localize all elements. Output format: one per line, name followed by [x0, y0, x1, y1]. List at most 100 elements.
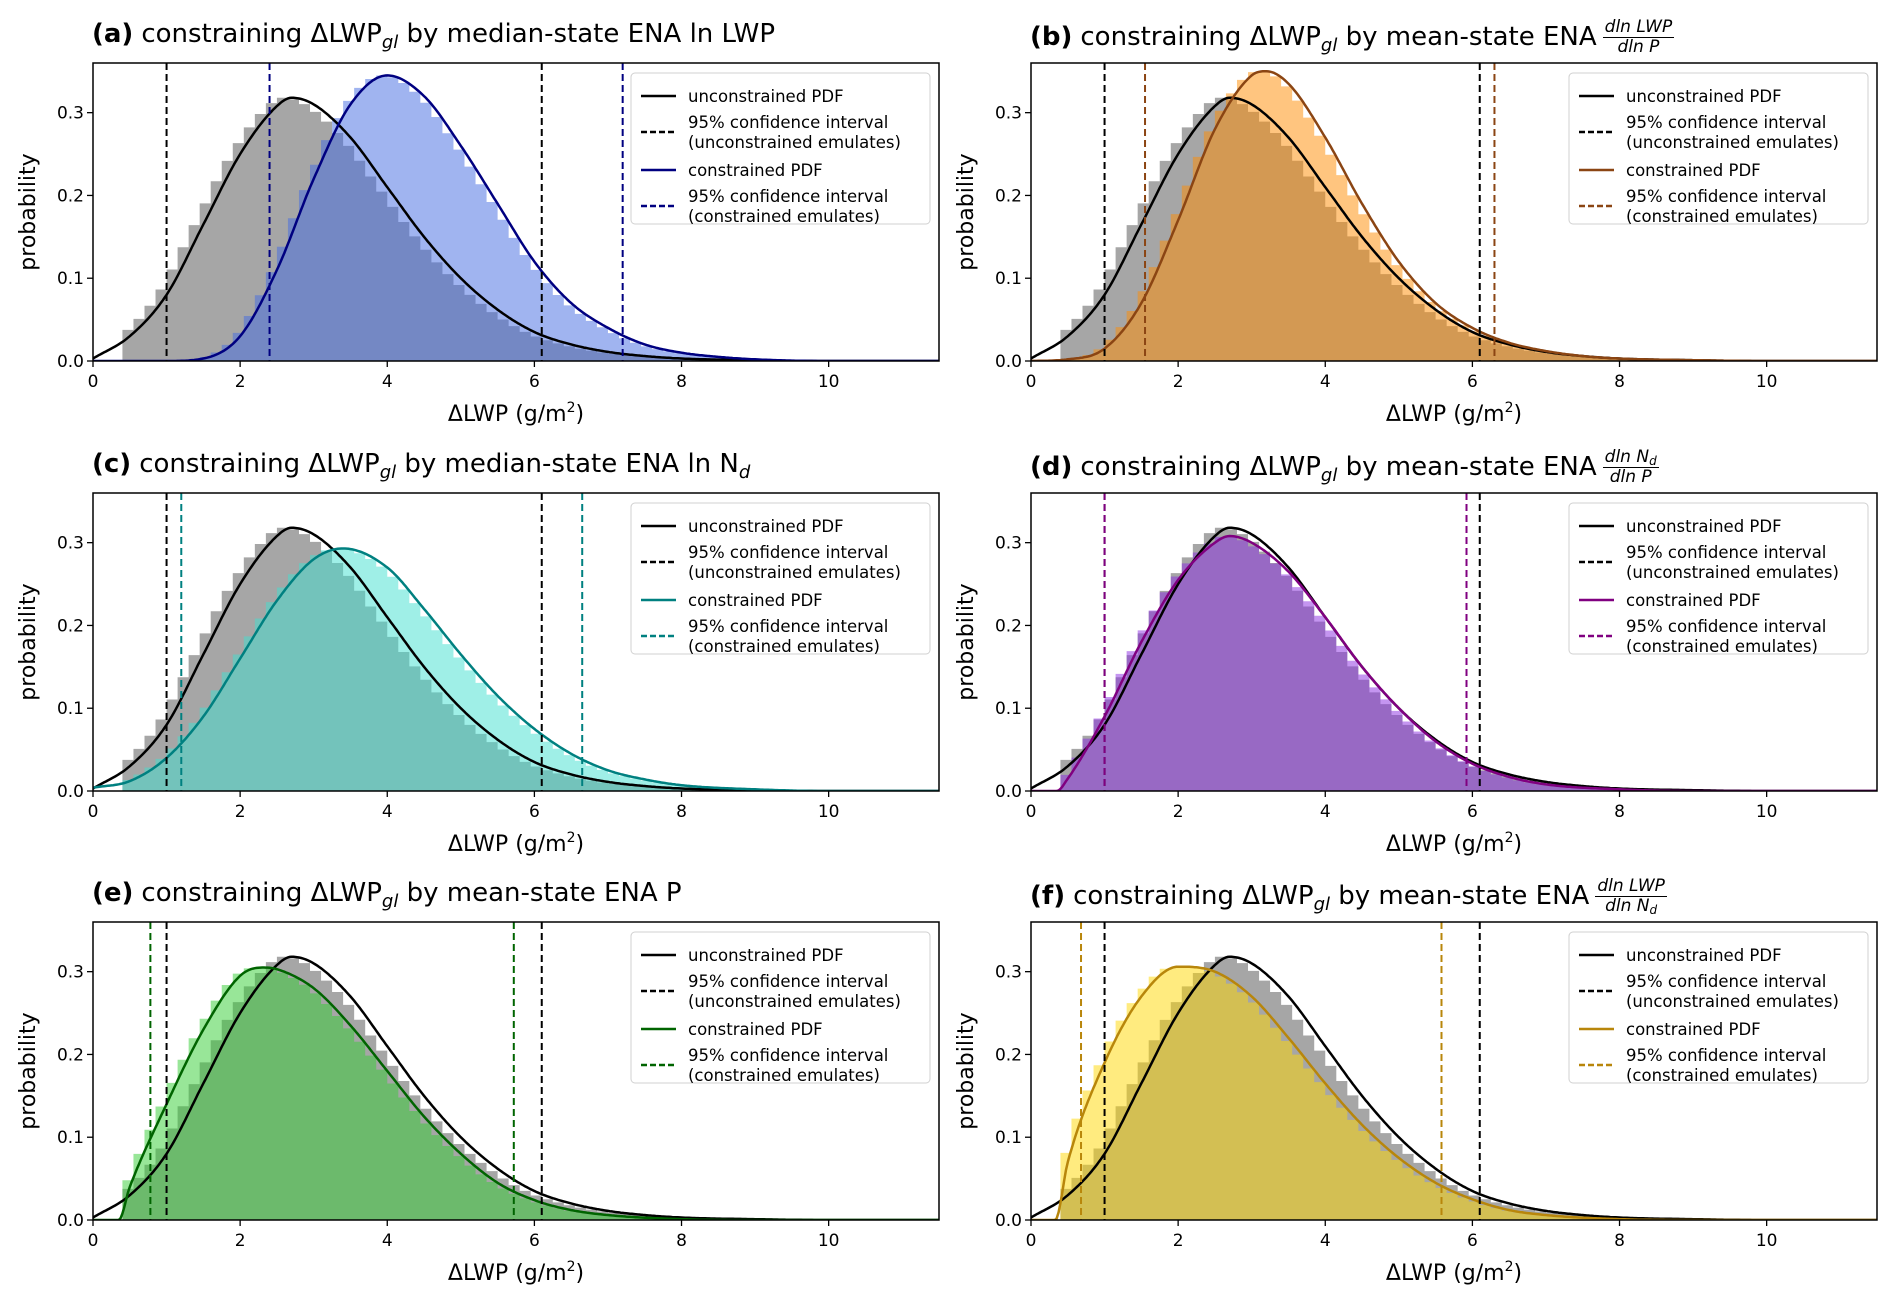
legend-constrained-pdf: constrained PDF [1579, 161, 1761, 180]
y-tick-label: 0.3 [995, 534, 1022, 554]
legend-constrained-ci: 95% confidence interval(constrained emul… [641, 617, 888, 656]
constrained-histogram [122, 967, 939, 1220]
legend-unconstrained-ci: 95% confidence interval(unconstrained em… [641, 543, 901, 582]
x-axis-label-text: ΔLWP (g/m [1386, 832, 1505, 857]
x-axis-label-text: ΔLWP (g/m [1386, 1261, 1505, 1286]
x-tick-label: 10 [818, 1231, 840, 1251]
constrained-pdf-line [1031, 534, 1877, 791]
legend-label: 95% confidence interval [688, 972, 888, 991]
x-axis-label-sup: 2 [567, 400, 576, 416]
y-axis-label: probability [954, 1012, 979, 1129]
legend-label: (constrained emulates) [1626, 637, 1818, 656]
x-tick-label: 2 [1173, 372, 1184, 392]
legend-label: unconstrained PDF [688, 946, 844, 965]
y-tick-label: 0.0 [57, 782, 84, 802]
y-axis-label: probability [954, 153, 979, 270]
legend-unconstrained-pdf: unconstrained PDF [641, 87, 844, 106]
title-subscript: gl [1320, 465, 1338, 486]
x-axis-label: ΔLWP (g/m2) [448, 1259, 584, 1286]
legend-unconstrained-ci: 95% confidence interval(unconstrained em… [1579, 113, 1839, 152]
legend-label: (constrained emulates) [688, 1066, 880, 1085]
x-tick-label: 0 [88, 372, 99, 392]
constrained-histogram [1060, 536, 1877, 791]
panel-label: (d) [1030, 452, 1073, 482]
numerator-subscript: d [1649, 454, 1657, 468]
title-subscript: gl [381, 32, 399, 53]
x-axis-label-end: ) [576, 402, 585, 427]
x-tick-label: 10 [1756, 1231, 1778, 1251]
y-tick-label: 0.1 [995, 1128, 1022, 1148]
legend: unconstrained PDF 95% confidence interval… [630, 931, 931, 1085]
numerator-text: dln N [1604, 447, 1650, 467]
legend-box [1568, 72, 1869, 225]
legend-label: (unconstrained emulates) [1626, 992, 1839, 1011]
x-axis-label-sup: 2 [567, 830, 576, 846]
fraction-numerator: dln LWP [1602, 19, 1675, 38]
legend-box [630, 502, 931, 655]
legend-unconstrained-ci: 95% confidence interval(unconstrained em… [1579, 972, 1839, 1011]
title-subscript: gl [381, 891, 399, 912]
x-axis-label: ΔLWP (g/m2) [448, 400, 584, 427]
x-axis-label: ΔLWP (g/m2) [1386, 830, 1522, 857]
y-tick-label: 0.2 [995, 616, 1022, 636]
legend-unconstrained-ci: 95% confidence interval(unconstrained em… [1579, 543, 1839, 582]
legend-unconstrained-pdf: unconstrained PDF [1579, 946, 1782, 965]
x-tick-label: 4 [382, 1231, 393, 1251]
legend-constrained-pdf: constrained PDF [641, 591, 823, 610]
legend-unconstrained-pdf: unconstrained PDF [641, 517, 844, 536]
legend-unconstrained-pdf: unconstrained PDF [1579, 517, 1782, 536]
legend-label: (constrained emulates) [1626, 207, 1818, 226]
axes-frame [1030, 492, 1878, 792]
fraction-denominator: dln Nd [1603, 896, 1659, 917]
denominator-text: dln N [1605, 896, 1650, 916]
axes-frame [92, 492, 940, 792]
x-tick-label: 6 [1467, 372, 1478, 392]
x-axis-label-sup: 2 [1505, 830, 1514, 846]
legend-label: constrained PDF [688, 591, 823, 610]
denominator-subscript: d [1649, 903, 1658, 917]
legend: unconstrained PDF 95% confidence interval… [630, 72, 931, 226]
title-text: constraining ΔLWPgl by mean-state ENA [1073, 881, 1589, 914]
x-tick-label: 8 [676, 1231, 687, 1251]
denominator-text: dln P [1617, 37, 1660, 57]
panel-title: (c) constraining ΔLWPgl by median-state E… [92, 449, 750, 482]
axes-frame [92, 62, 940, 362]
x-tick-label: 6 [529, 802, 540, 822]
title-text: constraining ΔLWPgl by median-state ENA … [139, 449, 750, 482]
legend-label: 95% confidence interval [1626, 1046, 1826, 1065]
legend-label: unconstrained PDF [1626, 87, 1782, 106]
axes-frame [1030, 62, 1878, 362]
panel-label: (b) [1030, 22, 1073, 52]
title-post: by mean-state ENA [1337, 452, 1597, 482]
legend-constrained-pdf: constrained PDF [641, 161, 823, 180]
legend-label: unconstrained PDF [1626, 946, 1782, 965]
y-tick-label: 0.2 [57, 1045, 84, 1065]
x-tick-label: 2 [1173, 802, 1184, 822]
title-text: constraining ΔLWPgl by mean-state ENA [1080, 452, 1597, 485]
legend-box [630, 931, 931, 1084]
constrained-histogram [122, 548, 939, 791]
y-tick-label: 0.2 [57, 186, 84, 206]
title-pre: constraining ΔLWP [1073, 881, 1314, 911]
legend-label: unconstrained PDF [688, 517, 844, 536]
x-tick-label: 8 [1614, 802, 1625, 822]
x-axis-label: ΔLWP (g/m2) [1386, 400, 1522, 427]
legend-label: (unconstrained emulates) [688, 563, 901, 582]
plot-area [1031, 493, 1877, 791]
legend: unconstrained PDF 95% confidence interval… [1568, 931, 1869, 1085]
legend-label: 95% confidence interval [1626, 972, 1826, 991]
legend-constrained-ci: 95% confidence interval(constrained emul… [641, 187, 888, 226]
denominator-text: dln P [1609, 467, 1652, 487]
title-post: by median-state ENA ln LWP [398, 19, 776, 49]
legend: unconstrained PDF 95% confidence interval… [1568, 502, 1869, 656]
title-post: by median-state ENA ln N [396, 449, 739, 479]
x-tick-label: 6 [1467, 802, 1478, 822]
x-tick-label: 0 [1026, 802, 1037, 822]
x-tick-label: 4 [1320, 802, 1331, 822]
